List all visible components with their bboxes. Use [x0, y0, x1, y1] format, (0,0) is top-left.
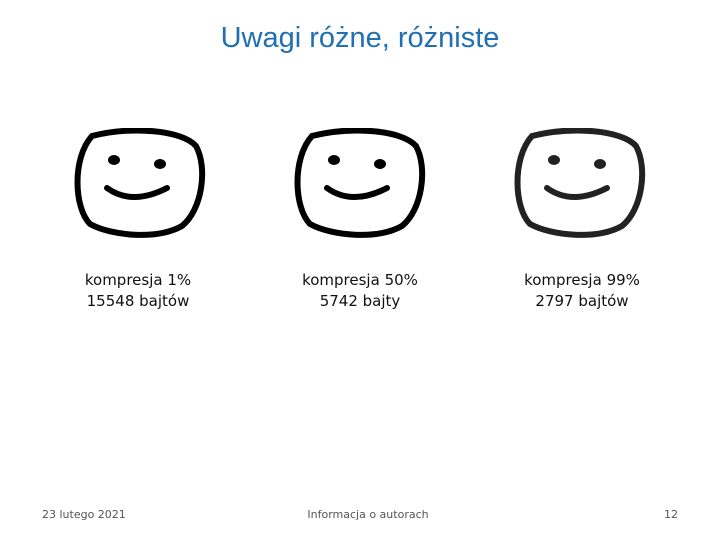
smiley-image [514, 128, 646, 238]
smiley-image [74, 128, 206, 238]
caption-line: 5742 bajty [319, 292, 401, 310]
caption-line: kompresja 50% [302, 271, 418, 289]
caption-line: 2797 bajtów [535, 292, 629, 310]
caption: kompresja 99% 2797 bajtów [482, 270, 682, 312]
caption: kompresja 1% 15548 bajtów [38, 270, 238, 312]
caption-line: 15548 bajtów [86, 292, 190, 310]
smiley-image [294, 128, 426, 238]
title: Uwagi różne, różniste [220, 22, 500, 54]
page-number: 12 [664, 508, 678, 521]
caption-line: kompresja 1% [84, 271, 192, 289]
footer-center: Informacja o autorach [307, 508, 429, 521]
caption: kompresja 50% 5742 bajty [260, 270, 460, 312]
footer-date: 23 lutego 2021 [42, 508, 126, 521]
caption-line: kompresja 99% [524, 271, 640, 289]
